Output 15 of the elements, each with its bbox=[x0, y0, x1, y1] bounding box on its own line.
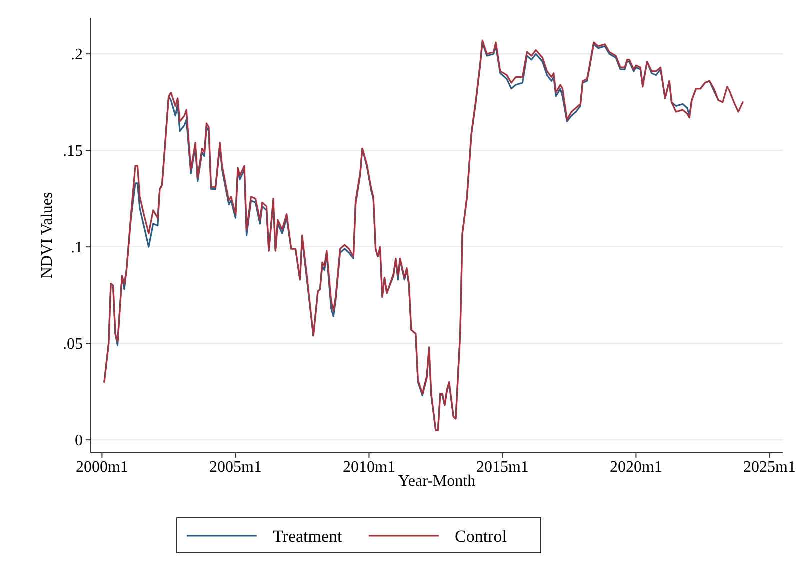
x-tick-label: 2005m1 bbox=[210, 459, 262, 476]
y-tick-label: 0 bbox=[75, 432, 83, 450]
legend-label: Treatment bbox=[273, 526, 343, 546]
x-tick-label: 2010m1 bbox=[343, 459, 396, 476]
x-tick-label: 2020m1 bbox=[610, 459, 662, 476]
y-tick-label: .1 bbox=[71, 240, 83, 257]
legend-label: Control bbox=[455, 526, 508, 546]
x-tick-label: 2015m1 bbox=[476, 459, 529, 476]
y-tick-label: .05 bbox=[63, 336, 83, 354]
y-tick-label: .2 bbox=[71, 46, 83, 64]
x-tick-label: 2000m1 bbox=[76, 459, 128, 476]
y-axis-title: NDVI Values bbox=[39, 192, 56, 279]
x-tick-label: 2025m1 bbox=[744, 459, 796, 476]
x-axis-title: Year-Month bbox=[398, 473, 476, 490]
y-tick-label: .15 bbox=[63, 143, 83, 160]
